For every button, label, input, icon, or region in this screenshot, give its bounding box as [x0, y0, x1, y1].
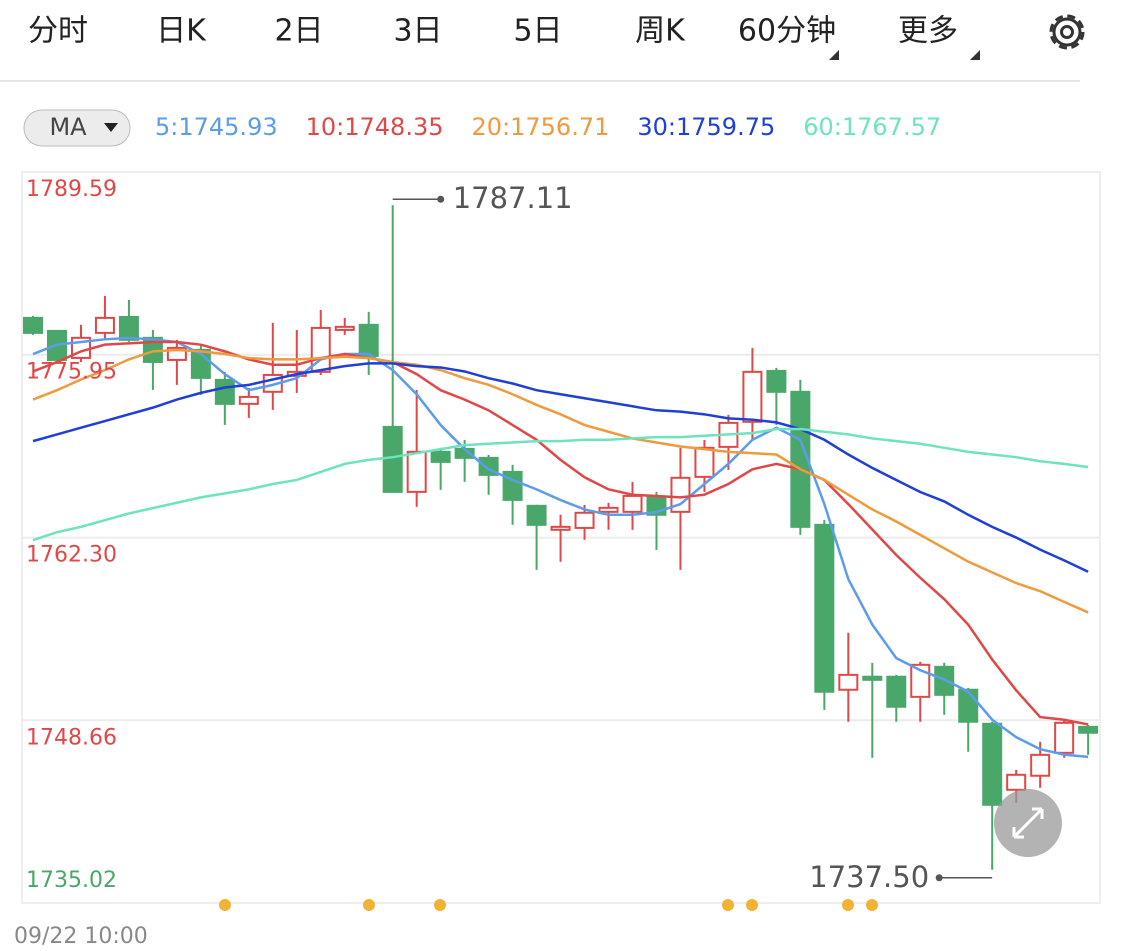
- ma-line: [32, 340, 1089, 726]
- gear-ring: [1052, 17, 1082, 47]
- ma-line: [32, 427, 1089, 542]
- candle-body: [742, 370, 763, 423]
- candle-body: [526, 504, 547, 526]
- tab[interactable]: 2日: [274, 14, 323, 49]
- event-dot: [866, 899, 878, 911]
- legend-entry: 20:1756.71: [471, 113, 609, 141]
- event-dot: [746, 899, 758, 911]
- event-dot: [363, 899, 375, 911]
- y-tick-label: 1762.30: [26, 543, 117, 568]
- event-dot: [434, 899, 446, 911]
- ma-dropdown[interactable]: [23, 109, 131, 147]
- ma-line: [32, 336, 1089, 759]
- expand-arrows: [1012, 807, 1044, 839]
- ma-line: [32, 362, 1089, 573]
- candle-body: [23, 316, 43, 334]
- candle-body: [1006, 773, 1027, 791]
- candle-body: [238, 395, 259, 405]
- low-dot: [935, 874, 943, 882]
- plot: [22, 205, 1100, 870]
- settings-icon[interactable]: [1049, 14, 1085, 50]
- candle-body: [550, 525, 571, 531]
- tab[interactable]: 分时: [28, 14, 88, 49]
- legend-entry: 30:1759.75: [637, 113, 775, 141]
- high-annotation: 1787.11: [453, 181, 573, 215]
- y-tick-label: 1789.59: [26, 177, 117, 202]
- tab[interactable]: 日K: [156, 14, 207, 49]
- event-dot: [722, 899, 734, 911]
- candle-body: [334, 325, 355, 331]
- gear-hub: [1060, 25, 1074, 39]
- candle-body: [982, 722, 1003, 806]
- tab[interactable]: 3日: [393, 14, 442, 49]
- tab[interactable]: 周K: [635, 14, 686, 49]
- candle-body: [1030, 753, 1051, 777]
- candle-body: [670, 476, 691, 513]
- tab[interactable]: 更多: [898, 14, 958, 49]
- ma-dropdown-label: MA: [49, 113, 87, 141]
- event-dot: [842, 899, 854, 911]
- candle-body: [958, 688, 979, 723]
- candle-body: [406, 450, 427, 493]
- candle-body: [694, 446, 715, 478]
- tab-dropdown-triangle: [970, 50, 980, 60]
- low-annotation: 1737.50: [809, 860, 929, 894]
- y-tick-label: 1775.95: [26, 360, 117, 385]
- candle-body: [430, 450, 451, 463]
- candle-body: [1078, 725, 1099, 734]
- candle-body: [214, 378, 235, 405]
- event-markers: [219, 899, 878, 911]
- legend-entry: 10:1748.35: [306, 113, 444, 141]
- legend-entry: 60:1767.57: [803, 113, 941, 141]
- gear-teeth: [1049, 14, 1085, 50]
- x-tick-label: 09/22 10:00: [14, 924, 148, 949]
- candle-body: [862, 675, 883, 681]
- candle-body: [838, 673, 859, 691]
- candle-body: [310, 326, 331, 373]
- candle-body: [622, 494, 643, 513]
- candle-body: [886, 675, 907, 708]
- event-dot: [219, 899, 231, 911]
- candle-body: [1054, 721, 1075, 754]
- candle-body: [358, 323, 379, 357]
- candle-body: [790, 390, 811, 528]
- tab[interactable]: 60分钟: [738, 14, 836, 49]
- dropdown-arrow: [104, 123, 118, 132]
- ma-line: [32, 348, 1089, 614]
- y-tick-label: 1735.02: [26, 868, 117, 893]
- high-dot: [437, 195, 445, 203]
- y-tick-label: 1748.66: [26, 725, 117, 750]
- legend-entry: 5:1745.93: [155, 113, 278, 141]
- candle-body: [94, 316, 115, 334]
- candle-body: [118, 315, 139, 341]
- tab-dropdown-triangle: [829, 50, 839, 60]
- candle-body: [574, 511, 595, 529]
- candle-body: [598, 506, 619, 513]
- tab[interactable]: 5日: [513, 14, 562, 49]
- candle-body: [766, 369, 787, 393]
- candle-body: [814, 523, 835, 693]
- candle-body: [382, 425, 403, 493]
- expand-button[interactable]: [994, 789, 1062, 857]
